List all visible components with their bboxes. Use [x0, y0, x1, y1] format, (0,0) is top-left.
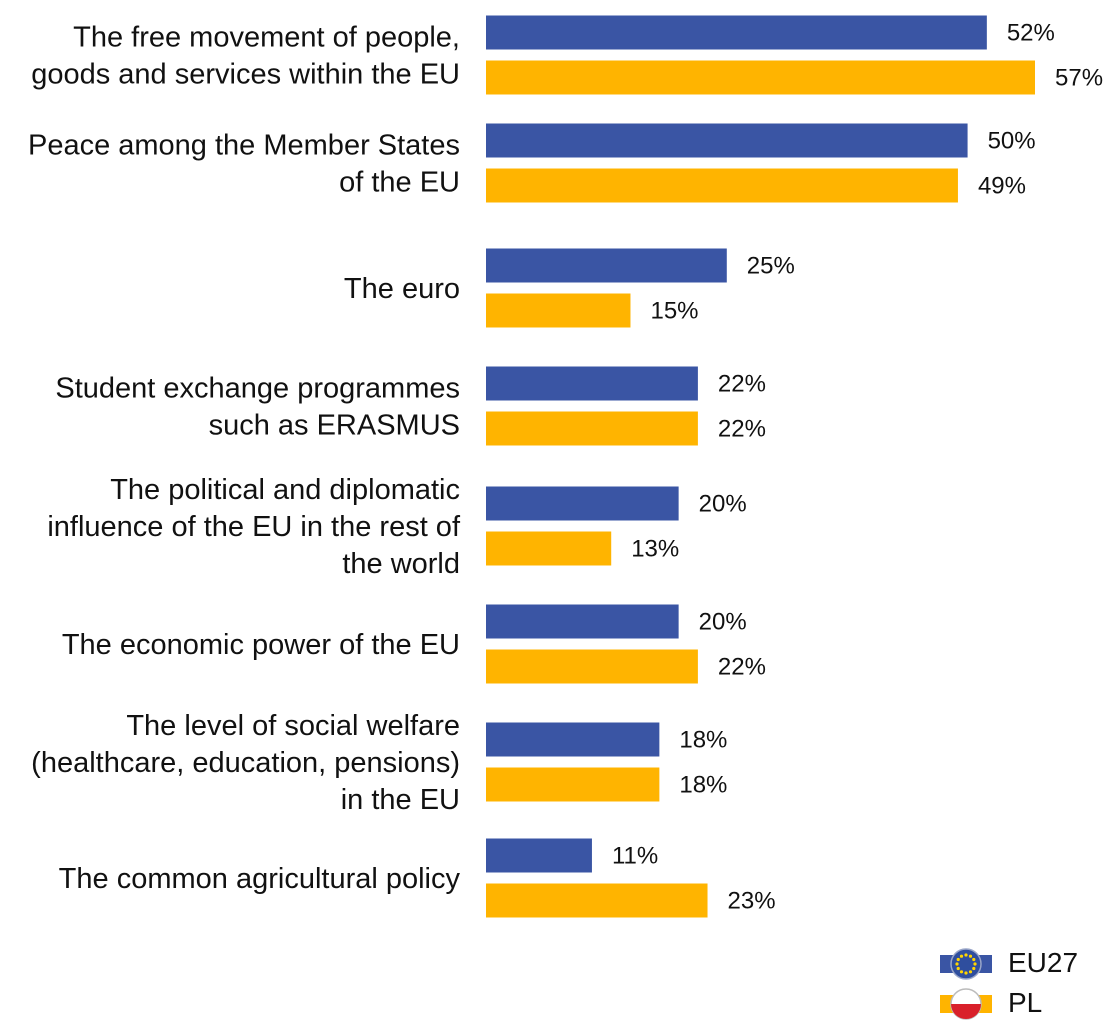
value-label: 49% — [978, 173, 1026, 200]
category-label: The common agricultural policy — [59, 863, 461, 895]
value-label: 52% — [1007, 20, 1055, 47]
bar-eu27 — [486, 838, 592, 873]
bar-pl — [486, 411, 698, 446]
category-group: Peace among the Member States of the EU 50… — [28, 123, 1036, 203]
bar-eu27 — [486, 486, 679, 521]
bar-pl — [486, 649, 698, 684]
category-label-line: Student exchange programmes — [55, 373, 460, 405]
category-group: The economic power of the EU 20% 22% — [62, 604, 766, 684]
value-label: 18% — [679, 772, 727, 799]
bar-pl — [486, 293, 631, 328]
category-label-line: The common agricultural policy — [59, 863, 461, 895]
category-label-line: The euro — [344, 273, 460, 305]
bar-eu27 — [486, 248, 727, 283]
eu-flag-icon — [950, 948, 982, 980]
bar-eu27 — [486, 366, 698, 401]
value-label: 13% — [631, 536, 679, 563]
category-label-line: in the EU — [341, 784, 460, 816]
category-label-line: the world — [342, 548, 460, 580]
category-label-line: (healthcare, education, pensions) — [31, 747, 460, 779]
bar-pl — [486, 883, 708, 918]
bar-pl — [486, 767, 660, 802]
category-group: Student exchange programmes such as ERASM… — [55, 366, 766, 446]
bar-pl — [486, 168, 958, 203]
category-label-line: The level of social welfare — [126, 710, 460, 742]
category-label: Student exchange programmes such as ERASM… — [55, 373, 460, 442]
bar-pl — [486, 531, 612, 566]
category-label-line: such as ERASMUS — [209, 410, 460, 442]
value-label: 22% — [718, 416, 766, 443]
value-label: 57% — [1055, 65, 1103, 92]
category-label: The level of social welfare (healthcare, … — [31, 710, 460, 816]
value-label: 20% — [699, 491, 747, 518]
value-label: 22% — [718, 371, 766, 398]
poland-flag-icon — [950, 988, 982, 1020]
category-group: The euro 25% 15% — [344, 248, 795, 328]
value-label: 20% — [699, 609, 747, 636]
value-label: 11% — [612, 843, 658, 870]
value-label: 25% — [747, 253, 795, 280]
value-label: 50% — [988, 128, 1036, 155]
category-label-line: The political and diplomatic — [110, 474, 460, 506]
legend-label: PL — [1008, 987, 1042, 1018]
category-group: The political and diplomatic influence of… — [47, 474, 746, 580]
category-label: The free movement of people, goods and se… — [31, 22, 460, 91]
category-group: The free movement of people, goods and se… — [31, 15, 1103, 95]
category-label: The political and diplomatic influence of… — [47, 474, 461, 580]
bar-pl — [486, 60, 1035, 95]
value-label: 23% — [728, 888, 776, 915]
category-label: The economic power of the EU — [62, 629, 460, 661]
legend-label: EU27 — [1008, 947, 1078, 978]
bar-eu27 — [486, 604, 679, 639]
category-label: The euro — [344, 273, 460, 305]
value-label: 18% — [679, 727, 727, 754]
category-label-line: Peace among the Member States — [28, 130, 460, 162]
bar-eu27 — [486, 722, 660, 757]
value-label: 15% — [650, 298, 698, 325]
legend: EU27 PL — [940, 947, 1078, 1020]
category-label-line: The economic power of the EU — [62, 629, 460, 661]
category-group: The level of social welfare (healthcare, … — [31, 710, 727, 816]
category-label-line: The free movement of people, — [73, 22, 460, 54]
bar-eu27 — [486, 123, 968, 158]
category-label-line: influence of the EU in the rest of — [47, 511, 461, 543]
category-group: The common agricultural policy 11% 23% — [59, 838, 776, 918]
bar-eu27 — [486, 15, 987, 50]
value-label: 22% — [718, 654, 766, 681]
legend-item: PL — [940, 987, 1042, 1020]
category-label: Peace among the Member States of the EU — [28, 130, 460, 199]
category-label-line: of the EU — [339, 167, 460, 199]
legend-item: EU27 — [940, 947, 1078, 980]
category-label-line: goods and services within the EU — [31, 59, 460, 91]
